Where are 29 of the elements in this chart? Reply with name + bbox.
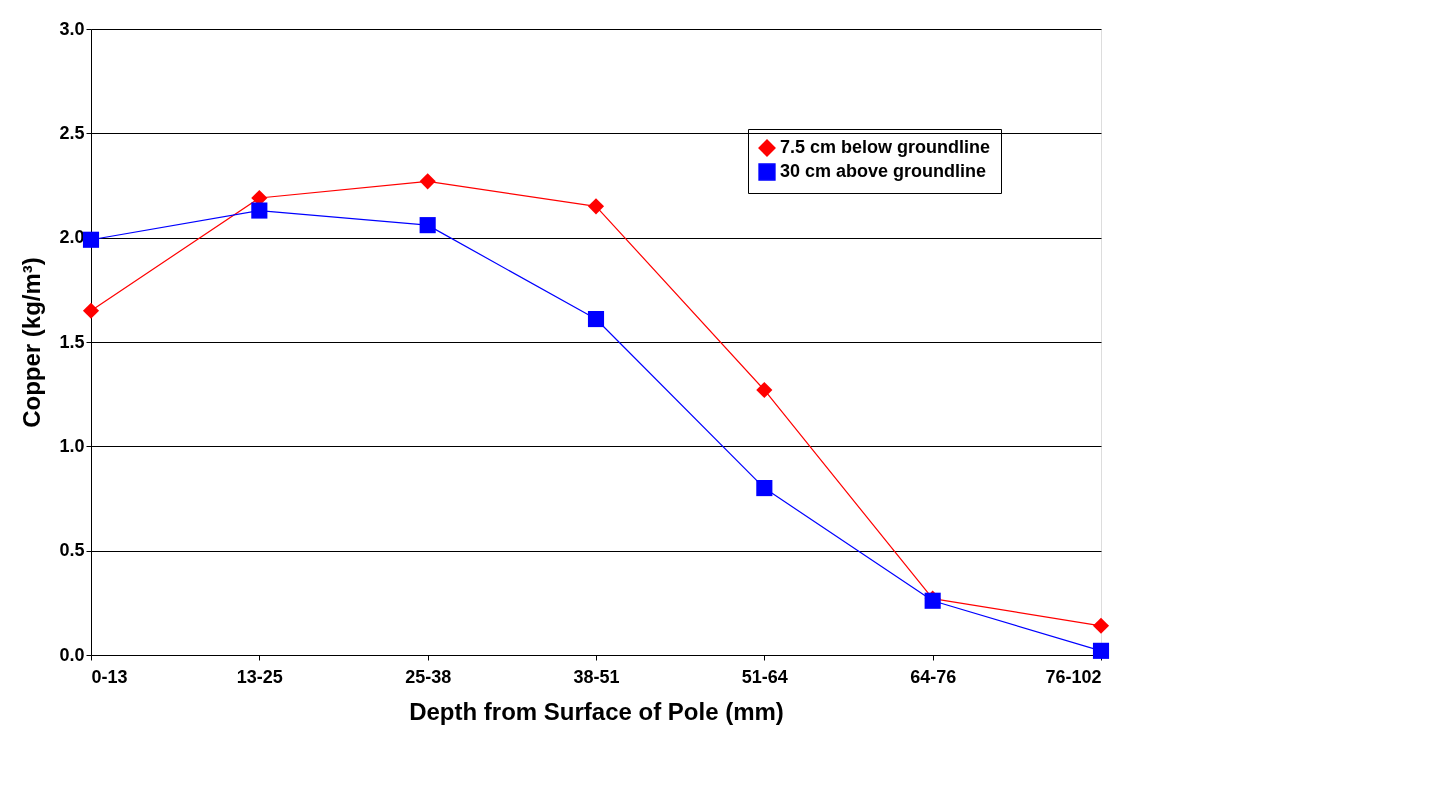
point <box>419 173 436 190</box>
y-tick-label: 3.0 <box>59 18 85 39</box>
x-tick-label: 64-76 <box>910 666 957 687</box>
y-axis-title: Copper (kg/m³) <box>18 257 46 428</box>
x-tick-label: 25-38 <box>405 666 452 687</box>
point <box>251 202 268 219</box>
point <box>587 198 605 215</box>
x-tick-label: 0-13 <box>91 666 128 687</box>
point <box>419 217 436 234</box>
x-axis-title: Depth from Surface of Pole (mm) <box>409 697 784 725</box>
point <box>587 310 605 328</box>
x-tick-label: 51-64 <box>741 666 788 687</box>
point <box>82 231 100 248</box>
point <box>82 302 100 319</box>
y-tick-label: 2.0 <box>59 227 85 248</box>
y-tick-label: 0.0 <box>59 644 85 665</box>
point <box>1092 617 1110 634</box>
y-tick-label: 2.5 <box>59 122 85 143</box>
point <box>756 480 773 497</box>
x-tick-label: 13-25 <box>236 666 283 687</box>
y-tick-label: 1.5 <box>59 331 85 352</box>
legend-label: 7.5 cm below groundline <box>780 137 991 157</box>
point <box>1092 642 1110 659</box>
y-tick-label: 0.5 <box>59 540 85 561</box>
x-tick-label: 76-102 <box>1045 666 1102 687</box>
x-tick-label: 38-51 <box>573 666 620 687</box>
legend-label: 30 cm above groundline <box>780 161 987 181</box>
y-tick-label: 1.0 <box>59 435 85 456</box>
point <box>756 381 773 399</box>
